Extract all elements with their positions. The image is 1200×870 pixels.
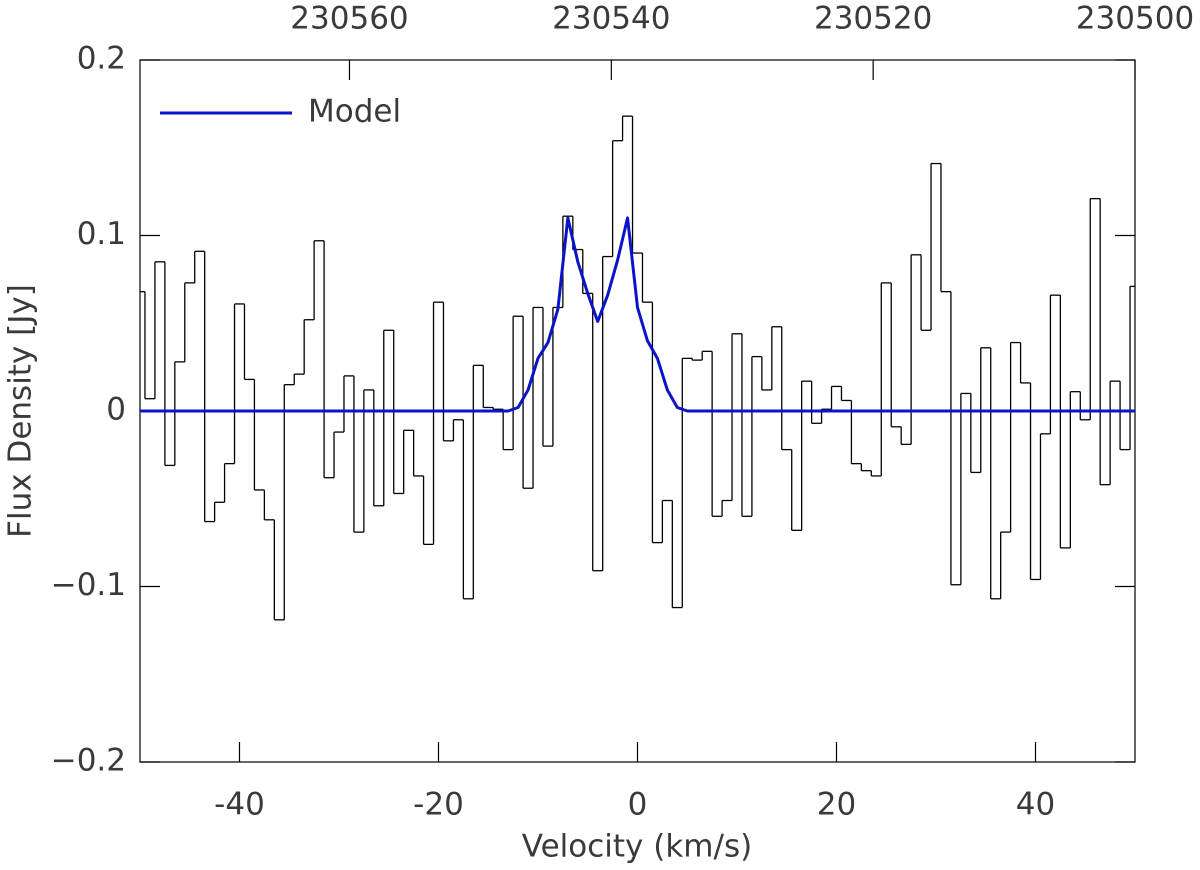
x2-tick-label: 230540: [552, 1, 670, 37]
x-tick-label: -40: [214, 787, 265, 823]
x-tick-label: 20: [817, 787, 856, 823]
y-tick-label: 0: [106, 392, 126, 428]
x2-tick-label: 230500: [1076, 1, 1194, 37]
x2-tick-label: 230520: [814, 1, 932, 37]
x-tick-label: 40: [1016, 787, 1055, 823]
x2-tick-label: 230560: [290, 1, 408, 37]
y-tick-label: 0.2: [77, 41, 126, 77]
x-tick-label: 0: [628, 787, 648, 823]
x-tick-label: -20: [413, 787, 464, 823]
model-line: [140, 216, 1135, 413]
y-tick-label: 0.1: [77, 216, 126, 252]
y-tick-label: −0.2: [51, 743, 126, 779]
y-axis-label: Flux Density [Jy]: [3, 284, 39, 538]
x-axis-label: Velocity (km/s): [522, 829, 752, 865]
legend-label: Model: [308, 94, 401, 130]
y-tick-label: −0.1: [51, 567, 126, 603]
